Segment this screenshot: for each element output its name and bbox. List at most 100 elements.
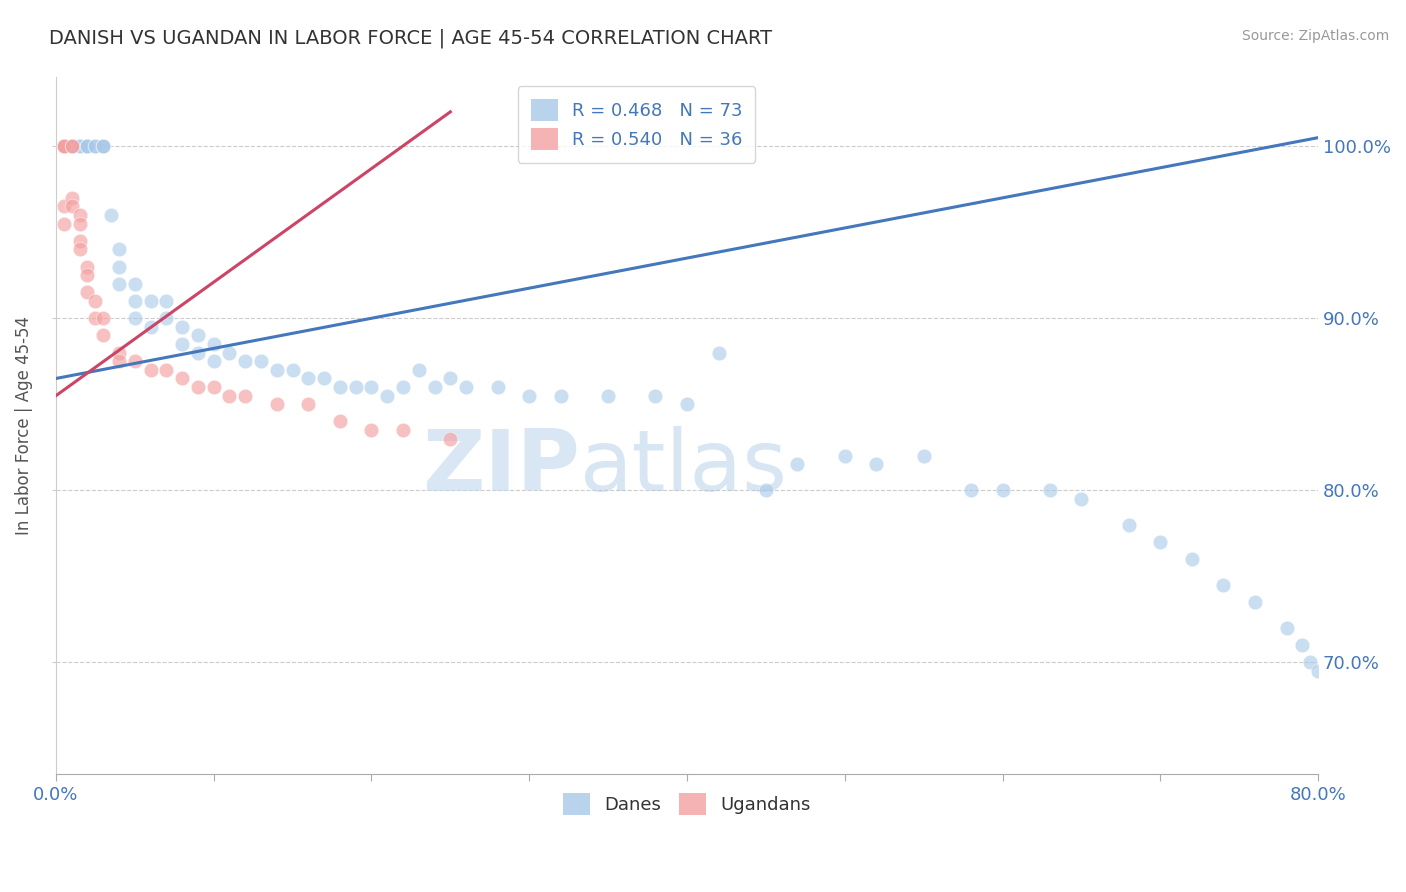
Point <box>218 389 240 403</box>
Point <box>84 139 107 153</box>
Point <box>408 363 430 377</box>
Point <box>76 139 98 153</box>
Point <box>60 139 83 153</box>
Point <box>233 389 256 403</box>
Point <box>108 243 131 257</box>
Point <box>1275 621 1298 635</box>
Point <box>550 389 572 403</box>
Point <box>329 415 352 429</box>
Point <box>84 139 107 153</box>
Point <box>960 483 983 498</box>
Point <box>360 380 382 394</box>
Point <box>187 328 209 343</box>
Point <box>266 397 288 411</box>
Point <box>375 389 398 403</box>
Point <box>1244 595 1267 609</box>
Point <box>202 380 225 394</box>
Point <box>912 449 935 463</box>
Point <box>69 234 91 248</box>
Point <box>676 397 699 411</box>
Point <box>52 199 75 213</box>
Point <box>281 363 304 377</box>
Point <box>52 139 75 153</box>
Point <box>76 285 98 300</box>
Point <box>155 311 177 326</box>
Text: DANISH VS UGANDAN IN LABOR FORCE | AGE 45-54 CORRELATION CHART: DANISH VS UGANDAN IN LABOR FORCE | AGE 4… <box>49 29 772 48</box>
Point <box>124 311 146 326</box>
Point <box>155 294 177 309</box>
Text: atlas: atlas <box>579 426 787 509</box>
Point <box>52 139 75 153</box>
Point <box>314 371 336 385</box>
Point <box>91 311 114 326</box>
Point <box>91 139 114 153</box>
Point <box>139 319 162 334</box>
Point <box>392 380 415 394</box>
Point <box>91 139 114 153</box>
Point <box>60 139 83 153</box>
Point <box>69 208 91 222</box>
Point <box>108 354 131 368</box>
Point <box>202 337 225 351</box>
Point <box>172 337 194 351</box>
Point <box>52 139 75 153</box>
Point <box>124 277 146 291</box>
Point <box>60 139 83 153</box>
Point <box>60 139 83 153</box>
Point <box>266 363 288 377</box>
Point <box>297 371 319 385</box>
Point <box>172 319 194 334</box>
Point <box>69 139 91 153</box>
Point <box>60 139 83 153</box>
Point <box>1212 578 1234 592</box>
Point <box>423 380 446 394</box>
Point <box>52 217 75 231</box>
Point <box>52 139 75 153</box>
Point <box>108 277 131 291</box>
Point <box>172 371 194 385</box>
Point <box>84 311 107 326</box>
Point <box>233 354 256 368</box>
Point <box>139 294 162 309</box>
Point <box>52 139 75 153</box>
Point <box>360 423 382 437</box>
Point <box>76 260 98 274</box>
Point <box>1308 664 1330 678</box>
Point <box>865 458 887 472</box>
Point <box>155 363 177 377</box>
Point <box>187 380 209 394</box>
Point <box>1149 535 1171 549</box>
Point <box>202 354 225 368</box>
Point <box>834 449 856 463</box>
Point <box>329 380 352 394</box>
Point <box>344 380 367 394</box>
Point <box>1291 638 1313 652</box>
Point <box>1181 552 1204 566</box>
Point <box>250 354 273 368</box>
Point <box>124 294 146 309</box>
Y-axis label: In Labor Force | Age 45-54: In Labor Force | Age 45-54 <box>15 317 32 535</box>
Point <box>69 139 91 153</box>
Point <box>456 380 478 394</box>
Point <box>218 345 240 359</box>
Point <box>100 208 122 222</box>
Point <box>991 483 1014 498</box>
Point <box>786 458 808 472</box>
Point <box>108 345 131 359</box>
Point <box>108 260 131 274</box>
Point <box>598 389 620 403</box>
Point <box>486 380 509 394</box>
Point <box>1118 517 1140 532</box>
Point <box>755 483 778 498</box>
Point <box>91 139 114 153</box>
Legend: Danes, Ugandans: Danes, Ugandans <box>554 784 820 824</box>
Point <box>69 217 91 231</box>
Text: ZIP: ZIP <box>422 426 579 509</box>
Point <box>84 294 107 309</box>
Point <box>187 345 209 359</box>
Point <box>1070 491 1092 506</box>
Point <box>124 354 146 368</box>
Point <box>439 371 461 385</box>
Point <box>1039 483 1062 498</box>
Point <box>69 243 91 257</box>
